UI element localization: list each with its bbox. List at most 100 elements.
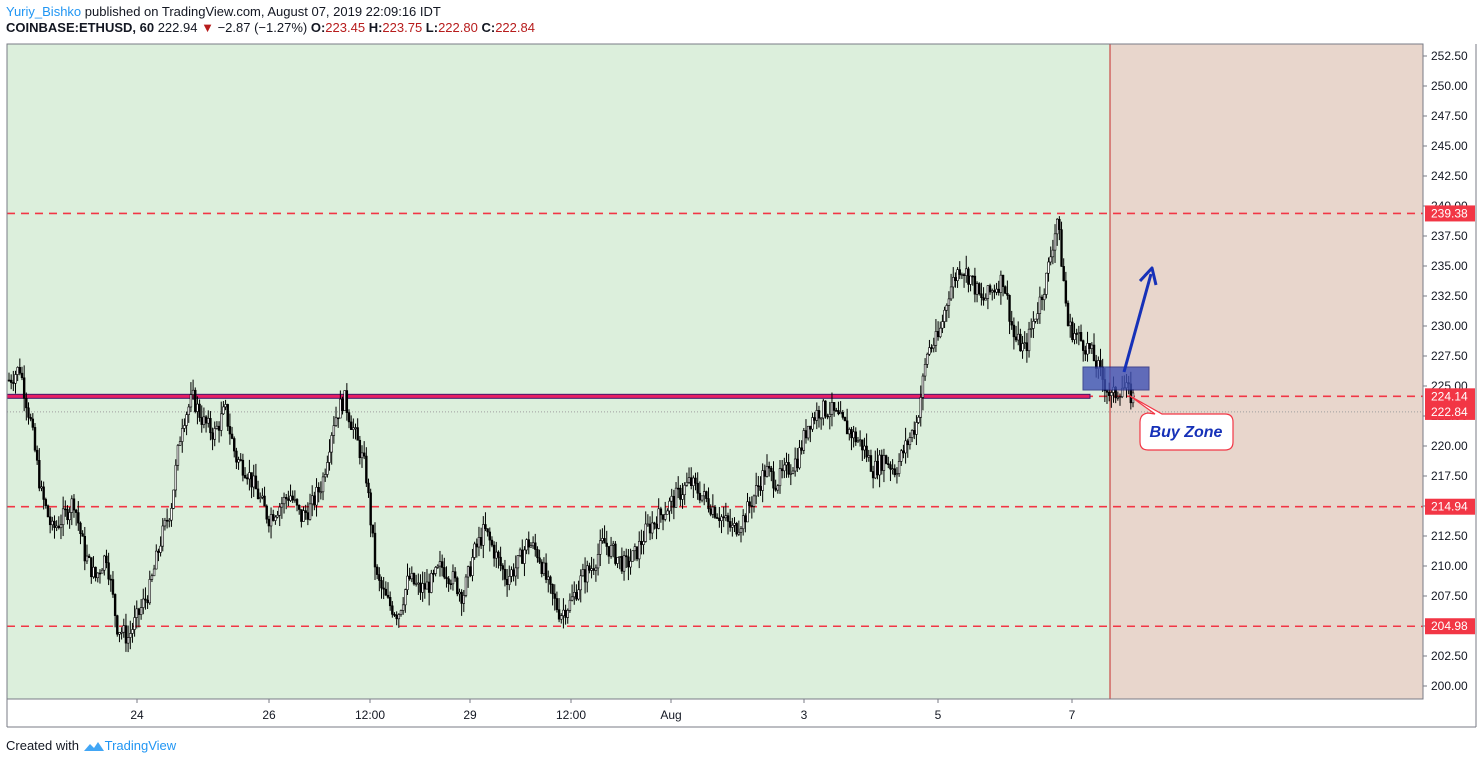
candle-body	[516, 555, 520, 569]
time-tick-label: 29	[463, 708, 477, 722]
candle-body	[215, 425, 219, 429]
tradingview-brand[interactable]: TradingView	[104, 738, 177, 753]
candle-body	[1051, 249, 1055, 258]
candle-body	[536, 549, 539, 559]
symbol-line: COINBASE:ETHUSD, 60 222.94 ▼ −2.87 (−1.2…	[6, 20, 535, 36]
candle-body	[1088, 343, 1091, 349]
candle-body	[930, 347, 933, 349]
author-link[interactable]: Yuriy_Bishko	[6, 4, 82, 19]
candle-body	[815, 410, 819, 421]
candle-body	[388, 596, 392, 607]
candle-body	[531, 542, 535, 547]
candle-body	[490, 539, 494, 546]
candle-body	[148, 579, 151, 604]
price-tag-bg	[1425, 205, 1475, 222]
candle-body	[791, 470, 795, 474]
candle-body	[806, 425, 810, 439]
time-tick-label: 7	[1069, 708, 1076, 722]
price-tag-bg	[1425, 388, 1475, 405]
candle-body	[48, 516, 52, 526]
candle-body	[943, 309, 946, 322]
candle-body	[300, 509, 303, 522]
candle-body	[832, 402, 836, 411]
candle-body	[109, 578, 112, 581]
open-label: O:	[310, 20, 326, 35]
tradingview-logo-icon	[83, 742, 104, 751]
candle-body	[947, 298, 951, 306]
candle-body	[499, 556, 502, 566]
candle-body	[679, 487, 682, 500]
candle-body	[105, 555, 108, 564]
candle-body	[220, 413, 223, 431]
candle-body	[1032, 321, 1035, 329]
candle-body	[616, 557, 619, 564]
candle-body	[378, 574, 381, 581]
candle-body	[434, 567, 437, 574]
candle-body	[111, 579, 115, 595]
price-tick-label: 207.50	[1431, 589, 1468, 603]
candle-body	[804, 430, 808, 439]
candle-body	[752, 495, 756, 507]
price-tick-label: 230.00	[1431, 319, 1468, 333]
candle-body	[1006, 293, 1009, 296]
candle-body	[1023, 342, 1026, 344]
candle-body	[70, 498, 74, 513]
candle-body	[35, 449, 39, 461]
candle-body	[165, 519, 169, 522]
candle-body	[542, 562, 546, 575]
candle-body	[874, 460, 877, 479]
candle-body	[982, 297, 985, 301]
candle-body	[932, 344, 935, 349]
candle-body	[85, 555, 89, 562]
candle-body	[1001, 274, 1005, 287]
candle-body	[79, 522, 82, 534]
candle-body	[843, 417, 847, 422]
price-tick-label: 232.50	[1431, 289, 1468, 303]
candle-body	[449, 583, 453, 585]
candle-body	[259, 497, 262, 500]
candle-body	[373, 532, 377, 568]
candle-body	[272, 514, 275, 521]
candle-body	[334, 417, 338, 426]
candle-body	[265, 505, 268, 520]
candle-body	[1077, 332, 1081, 334]
candle-body	[427, 581, 431, 593]
candle-body	[330, 435, 333, 453]
candle-body	[369, 492, 372, 526]
candle-body	[757, 485, 760, 487]
price-tags: 239.38 224.14 214.94 204.98 222.84	[1425, 205, 1475, 635]
candle-body	[783, 464, 786, 472]
candle-body	[497, 551, 500, 558]
candle-body	[464, 576, 468, 596]
candle-body	[1010, 321, 1013, 326]
candle-body	[633, 546, 637, 552]
candle-body	[1064, 280, 1068, 304]
candle-body	[906, 440, 909, 446]
candle-body	[349, 421, 353, 430]
candle-body	[200, 417, 203, 425]
candle-body	[648, 523, 652, 534]
candle-body	[1075, 333, 1078, 335]
candle-body	[962, 274, 966, 276]
candle-body	[1017, 333, 1020, 341]
candle-body	[724, 515, 728, 519]
time-axis[interactable]: 24 26 12:00 29 12:00 Aug 3 5 7	[6, 699, 1476, 728]
candle-body	[222, 406, 225, 415]
candle-body	[443, 567, 446, 578]
resistance-band	[6, 393, 1091, 399]
candle-body	[276, 514, 279, 518]
candle-body	[345, 390, 349, 413]
candle-body	[653, 522, 656, 525]
candle-body	[1090, 344, 1094, 349]
candle-body	[965, 268, 968, 276]
candle-body	[317, 486, 320, 493]
candle-body	[826, 415, 829, 418]
candle-body	[395, 614, 398, 620]
candle-body	[191, 389, 195, 395]
candle-body	[246, 477, 249, 480]
candle-body	[269, 514, 273, 527]
candle-body	[882, 455, 886, 471]
candle-body	[672, 495, 676, 508]
candle-body	[263, 495, 266, 507]
